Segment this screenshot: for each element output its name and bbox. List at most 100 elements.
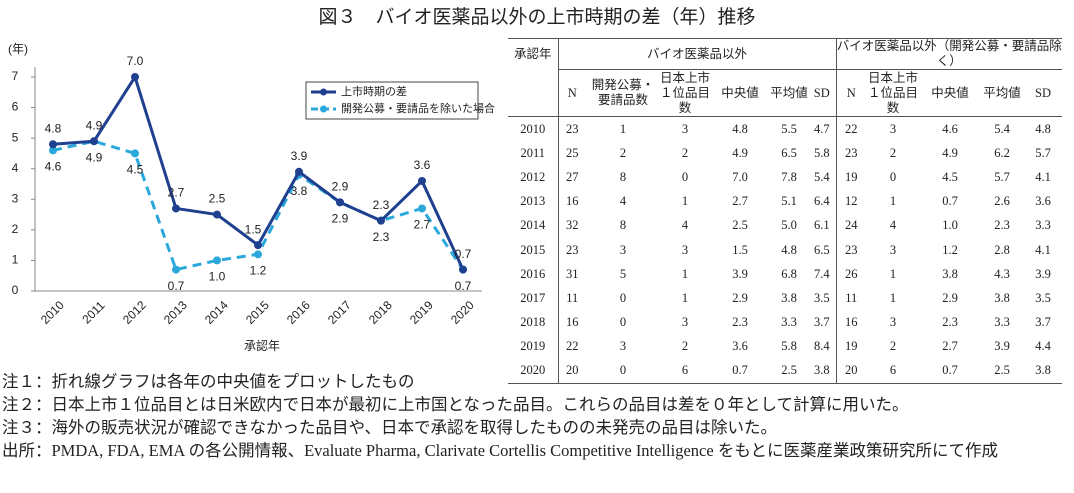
table-cell: 1 xyxy=(889,194,897,209)
table-cell: 3.9 xyxy=(1035,266,1051,281)
table-cell: 2.5 xyxy=(994,363,1010,378)
x-tick-label: 2011 xyxy=(79,298,107,326)
table-cell: 25 xyxy=(566,145,579,160)
table-cell: 4.1 xyxy=(1035,242,1051,257)
data-point xyxy=(254,241,262,250)
table-cell: 3.9 xyxy=(994,339,1010,354)
table-cell: 7.4 xyxy=(808,262,837,287)
table-cell: 3.8 xyxy=(781,290,797,305)
note-label: 注３： xyxy=(2,418,52,437)
y-tick-label: 4 xyxy=(12,161,19,175)
table-cell: 5.8 xyxy=(808,141,837,166)
data-point xyxy=(459,265,467,274)
table-cell: 2017 xyxy=(508,286,559,311)
x-tick-label: 2010 xyxy=(38,298,67,327)
table-cell: 5.7 xyxy=(1035,145,1051,160)
note: 出所： PMDA, FDA, EMA の各公開情報、Evaluate Pharma… xyxy=(2,439,1072,462)
x-tick-label: 2012 xyxy=(120,298,149,327)
notes: 注１： 折れ線グラフは各年の中央値をプロットしたもの 注２： 日本上市１位品目とは日米… xyxy=(2,370,1072,462)
table-cell: 4.3 xyxy=(994,266,1010,281)
table-cell: 3.6 xyxy=(1035,194,1051,209)
data-table: 承認年 バイオ医薬品以外 バイオ医薬品以外（開発公募・要請品除く） N 開発公募・ 要請… xyxy=(508,38,1062,385)
table-cell: 3 xyxy=(681,242,689,257)
table-cell: 0.7 xyxy=(942,194,958,209)
table-cell: 5.4 xyxy=(994,121,1010,136)
table-cell: 6.5 xyxy=(781,145,797,160)
sub-header-row: N 開発公募・ 要請品数 日本上市 １位品目数 中央値 平均値 SD N 日本上市 １位品目数… xyxy=(508,69,1062,117)
data-point xyxy=(90,137,98,146)
table-row: 2015 23 3 3 1.5 4.8 6.5 23 3 1.2 2.8 4.1 xyxy=(508,237,1062,263)
table-cell: 31 xyxy=(566,266,579,281)
table-cell: 2013 xyxy=(508,189,559,214)
data-label: 2.5 xyxy=(209,192,226,206)
data-label: 2.9 xyxy=(332,212,349,226)
note: 注３： 海外の販売状況が確認できなかった品目や、日本で承認を取得したものの未発売の… xyxy=(2,416,1072,439)
table-cell: 5.8 xyxy=(781,339,797,354)
table-cell: 0 xyxy=(619,363,627,378)
data-label: 1.2 xyxy=(250,263,267,277)
legend-label: 開発公募・要請品を除いた場合 xyxy=(341,101,495,115)
note-text: PMDA, FDA, EMA の各公開情報、Evaluate Pharma, C… xyxy=(51,441,999,460)
table-row: 2019 22 3 2 3.6 5.8 8.4 19 2 2.7 3.9 4.4 xyxy=(508,334,1062,359)
table-cell: 16 xyxy=(566,315,579,330)
table-cell: 0.7 xyxy=(732,363,748,378)
chart: (年) 承認年 0 1 2 3 4 5 6 7 2010 2011 2012 2013 2014 2015 20… xyxy=(8,42,495,353)
data-label: 4.5 xyxy=(127,163,144,177)
table-cell: 19 xyxy=(845,169,858,184)
data-label: 0.7 xyxy=(455,279,472,293)
table-cell: 6.5 xyxy=(808,237,837,263)
note: 注１： 折れ線グラフは各年の中央値をプロットしたもの xyxy=(2,370,1072,393)
note-text: 折れ線グラフは各年の中央値をプロットしたもの xyxy=(51,372,415,391)
table-cell: 6 xyxy=(681,363,689,378)
table-cell: 5 xyxy=(619,266,627,281)
table-cell: 2016 xyxy=(508,262,559,287)
header-cell: SD xyxy=(808,69,837,117)
header-cell: 承認年 xyxy=(508,38,559,117)
data-point xyxy=(213,210,221,219)
table-row: 2017 11 0 1 2.9 3.8 3.5 11 1 2.9 3.8 3.5 xyxy=(508,286,1062,311)
x-tick-label: 2020 xyxy=(448,298,477,327)
data-point xyxy=(418,176,426,185)
table-cell: 3 xyxy=(619,242,627,257)
figure-title: 図３ バイオ医薬品以外の上市時期の差（年）推移 xyxy=(318,6,756,28)
y-tick-label: 3 xyxy=(12,191,19,205)
table-cell: 0.7 xyxy=(942,363,958,378)
table-cell: 2020 xyxy=(508,358,559,384)
data-label: 2.7 xyxy=(414,218,431,232)
table-cell: 3 xyxy=(681,315,689,330)
header-cell: 平均値 xyxy=(980,69,1024,117)
data-label: 1.0 xyxy=(209,270,226,284)
y-tick-label: 6 xyxy=(12,100,19,114)
table-cell: 2012 xyxy=(508,165,559,190)
data-point xyxy=(418,204,426,213)
header-cell: 平均値 xyxy=(770,69,808,117)
table-cell: 3.3 xyxy=(781,315,797,330)
note-label: 注１： xyxy=(2,372,52,391)
data-point xyxy=(49,140,57,149)
table-cell: 23 xyxy=(845,242,858,257)
table-cell: 3.8 xyxy=(808,358,837,384)
table-cell: 1.0 xyxy=(942,218,958,233)
data-label: 2.3 xyxy=(373,230,390,244)
table-cell: 2.6 xyxy=(994,194,1010,209)
data-label: 3.8 xyxy=(291,184,308,198)
data-point xyxy=(131,149,139,158)
note-text: 日本上市１位品目とは日米欧内で日本が最初に上市国となった品目。これらの品目は差を… xyxy=(51,395,909,414)
y-tick-label: 0 xyxy=(12,283,19,297)
table-cell: 1 xyxy=(681,266,689,281)
table-cell: 23 xyxy=(566,121,579,136)
table-cell: 11 xyxy=(845,290,858,305)
table-cell: 5.1 xyxy=(781,194,797,209)
table-cell: 3.9 xyxy=(732,266,748,281)
table-cell: 16 xyxy=(566,194,579,209)
table-cell: 4.8 xyxy=(1035,121,1051,136)
group-header: バイオ医薬品以外（開発公募・要請品除く） xyxy=(836,38,1062,70)
data-point xyxy=(172,204,180,213)
table-cell: 4.1 xyxy=(1035,169,1051,184)
table-cell: 0 xyxy=(681,169,689,184)
table-cell: 3.6 xyxy=(732,339,748,354)
table-cell: 2.5 xyxy=(781,363,797,378)
table-cell: 4.6 xyxy=(942,121,958,136)
table-cell: 1 xyxy=(681,290,689,305)
table-cell: 16 xyxy=(845,315,858,330)
